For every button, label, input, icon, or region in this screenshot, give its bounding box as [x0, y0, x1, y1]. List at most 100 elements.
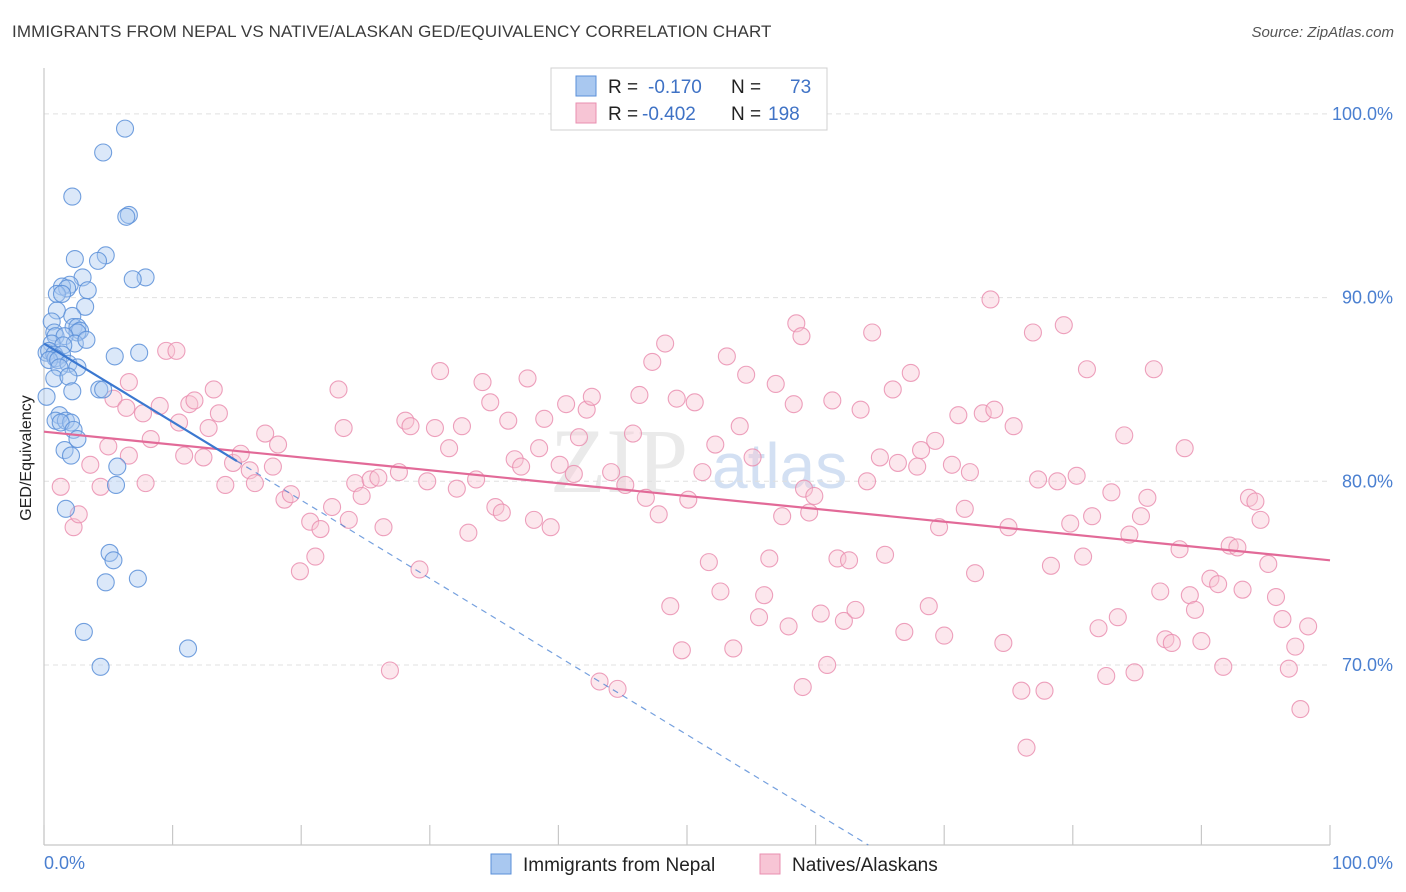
data-point [431, 362, 450, 381]
data-point [981, 290, 1000, 309]
data-point [99, 437, 118, 456]
data-point [930, 518, 949, 537]
data-point [56, 499, 75, 518]
data-point [61, 413, 81, 432]
data-point [730, 417, 749, 436]
data-point [42, 312, 61, 331]
data-point [440, 439, 459, 458]
data-point [94, 380, 113, 399]
chart-title: IMMIGRANTS FROM NEPAL VS NATIVE/ALASKAN … [12, 22, 772, 41]
data-point [91, 657, 110, 676]
data-point [141, 429, 160, 449]
data-point [1273, 610, 1292, 629]
data-point [119, 205, 138, 225]
watermark-zip: ZIP [550, 410, 688, 512]
legend-n-value-nepal: 73 [790, 77, 811, 98]
data-point [61, 446, 81, 465]
legend-r-label-nepal: R = [608, 77, 638, 98]
data-point [518, 369, 537, 388]
chart-source: Source: ZipAtlas.com [1251, 24, 1394, 41]
data-point [91, 477, 110, 496]
data-point [1125, 663, 1144, 682]
data-point [37, 387, 56, 406]
data-point [883, 380, 902, 399]
data-point [178, 639, 198, 658]
data-point [157, 341, 176, 360]
data-point [1170, 540, 1189, 559]
data-point [352, 486, 371, 506]
bottom-legend-swatch-natives [759, 853, 781, 875]
data-point [973, 404, 992, 423]
data-point [115, 119, 135, 138]
data-point [1115, 426, 1134, 445]
data-point [418, 472, 437, 491]
data-point [396, 411, 415, 430]
data-point [649, 505, 668, 524]
data-point [374, 518, 393, 537]
data-point [1209, 575, 1228, 594]
data-point [590, 672, 609, 691]
data-point [985, 400, 1004, 419]
data-point [52, 284, 72, 303]
data-point [410, 560, 429, 579]
data-point [1035, 681, 1054, 700]
data-point [846, 600, 865, 619]
data-point [94, 143, 113, 162]
data-point [823, 391, 842, 410]
data-point [58, 279, 77, 298]
data-point [717, 347, 736, 366]
data-point [919, 597, 938, 616]
data-point [851, 400, 870, 419]
data-point [223, 453, 243, 472]
y-tick-label-100: 100.0% [1332, 104, 1393, 124]
data-point [216, 475, 235, 495]
data-point [743, 448, 762, 467]
data-point [76, 297, 95, 316]
data-point [541, 518, 560, 537]
data-point [828, 549, 847, 568]
data-point [380, 661, 399, 680]
nepal-points [37, 119, 198, 676]
data-point [1138, 488, 1157, 507]
gridlines [44, 113, 1330, 666]
data-point [749, 608, 769, 627]
data-point [912, 441, 931, 460]
data-point [306, 547, 325, 566]
data-point [693, 463, 712, 482]
data-point [123, 270, 142, 289]
data-point [1144, 360, 1163, 379]
data-point [960, 463, 979, 482]
data-point [1259, 554, 1278, 574]
data-point [608, 679, 627, 698]
x-tick-label-0: 0.0% [44, 853, 85, 873]
data-point [1012, 681, 1031, 700]
legend-box: R = -0.170 N = 73 R = -0.402 N = 198 [550, 67, 828, 131]
y-axis-title: GED/Equivalency [18, 395, 35, 520]
legend-r-value-natives: -0.402 [642, 104, 696, 125]
legend-swatch-nepal [575, 75, 597, 97]
data-point [870, 448, 889, 467]
data-point [679, 490, 698, 509]
data-point [1228, 538, 1247, 557]
data-point [667, 389, 686, 408]
data-point [1023, 323, 1042, 342]
data-point [505, 450, 524, 469]
data-point [857, 472, 877, 491]
y-tick-label-80: 80.0% [1342, 471, 1393, 491]
data-point [535, 409, 554, 428]
data-point [104, 389, 123, 408]
data-point [564, 464, 583, 484]
data-point [269, 435, 288, 454]
data-point [602, 463, 621, 482]
data-point [706, 435, 725, 454]
data-point [51, 477, 70, 496]
data-point [1251, 510, 1270, 529]
data-point [1102, 483, 1121, 502]
data-point [1185, 600, 1205, 619]
natives-points [51, 290, 1318, 757]
data-point [863, 323, 882, 342]
data-point [811, 604, 830, 623]
data-point [74, 622, 93, 641]
trendline-nepal-extension [236, 460, 869, 846]
